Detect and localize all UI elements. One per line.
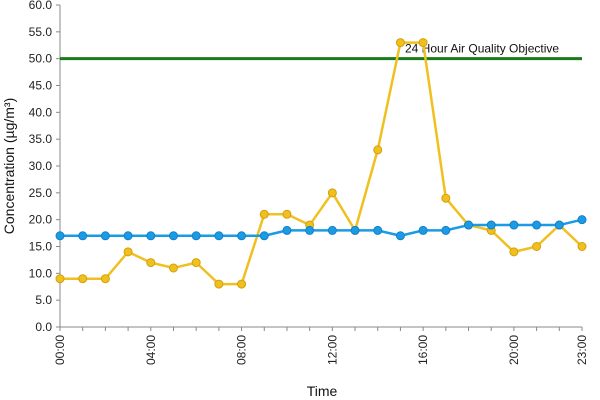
data-point xyxy=(259,231,269,241)
axes xyxy=(56,4,583,331)
data-point xyxy=(577,242,587,251)
data-point xyxy=(441,225,451,235)
reference-line-label: 24 Hour Air Quality Objective xyxy=(405,42,559,56)
data-point xyxy=(123,247,133,257)
data-point xyxy=(146,231,156,241)
data-point xyxy=(327,225,337,235)
series-line xyxy=(60,41,583,286)
data-point xyxy=(191,258,201,268)
y-tick-label: 40.0 xyxy=(29,105,53,119)
data-point xyxy=(577,215,587,225)
data-point xyxy=(305,225,315,235)
data-point xyxy=(532,242,542,251)
data-point xyxy=(78,274,88,284)
y-tick-label: 0.0 xyxy=(35,320,52,334)
y-tick-label: 30.0 xyxy=(29,159,53,173)
data-point xyxy=(532,220,542,230)
data-point xyxy=(146,258,156,268)
x-tick-label: 20:00 xyxy=(507,335,521,365)
data-point xyxy=(55,231,65,241)
y-tick-label: 60.0 xyxy=(29,0,53,12)
data-point xyxy=(486,220,496,230)
y-tick-label: 45.0 xyxy=(29,79,53,93)
data-point xyxy=(509,220,519,230)
x-tick-label: 08:00 xyxy=(235,335,249,365)
y-tick-label: 50.0 xyxy=(29,52,53,66)
x-axis-title: Time xyxy=(307,383,338,399)
data-point xyxy=(168,263,178,273)
y-tick-label: 55.0 xyxy=(29,25,53,39)
data-point xyxy=(78,231,88,241)
data-point xyxy=(395,38,405,48)
data-point xyxy=(282,225,292,235)
series-2 xyxy=(55,215,587,241)
data-point xyxy=(418,225,428,235)
data-point xyxy=(350,225,360,235)
data-point xyxy=(327,188,337,198)
data-point xyxy=(237,279,247,289)
x-tick-label: 12:00 xyxy=(325,335,339,365)
data-point xyxy=(55,274,65,284)
data-point xyxy=(100,274,110,284)
y-tick-label: 20.0 xyxy=(29,213,53,227)
data-point xyxy=(395,231,405,241)
y-axis-title: Concentration (µg/m³) xyxy=(1,98,17,234)
data-point xyxy=(123,231,133,241)
data-point xyxy=(373,225,383,235)
data-point xyxy=(373,145,383,155)
data-point xyxy=(441,193,451,203)
y-tick-label: 10.0 xyxy=(29,266,53,280)
y-tick-labels: 0.0 5.0 10.0 15.0 20.0 25.0 30.0 35.0 40.0 45.0 50… xyxy=(29,0,53,334)
data-point xyxy=(418,38,428,48)
reference-line-group: 24 Hour Air Quality Objective xyxy=(60,42,582,61)
data-point xyxy=(168,231,178,241)
x-tick-label: 16:00 xyxy=(416,335,430,365)
series-line xyxy=(60,218,583,238)
data-point xyxy=(464,220,474,230)
x-tick-label: 04:00 xyxy=(144,335,158,365)
x-tick-label: 23:00 xyxy=(575,335,589,365)
series-1 xyxy=(55,38,587,289)
data-point xyxy=(509,247,519,257)
data-point xyxy=(214,279,224,289)
y-tick-label: 25.0 xyxy=(29,186,53,200)
data-point xyxy=(554,220,564,230)
data-point xyxy=(237,231,247,241)
data-point xyxy=(214,231,224,241)
y-tick-label: 15.0 xyxy=(29,240,53,254)
data-point xyxy=(282,209,292,219)
data-point xyxy=(191,231,201,241)
data-point xyxy=(100,231,110,241)
x-tick-labels: 00:00 04:00 08:00 12:00 16:00 20:00 23:00 xyxy=(53,335,589,365)
y-tick-label: 5.0 xyxy=(35,293,52,307)
x-tick-label: 00:00 xyxy=(53,335,67,365)
data-point xyxy=(259,209,269,219)
series-group xyxy=(55,38,587,289)
y-tick-label: 35.0 xyxy=(29,132,53,146)
